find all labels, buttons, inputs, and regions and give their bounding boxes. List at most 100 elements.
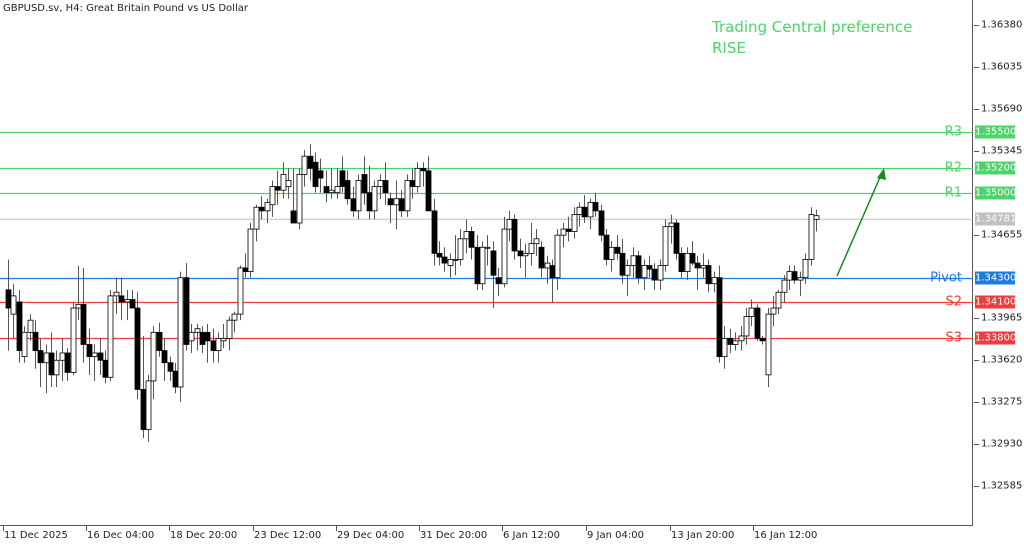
bull-candle <box>533 238 540 245</box>
bear-candle <box>592 201 599 212</box>
x-tick-mark <box>419 526 420 531</box>
bear-candle <box>274 186 281 191</box>
bear-candle <box>694 262 701 269</box>
bear-candle <box>468 231 475 248</box>
bear-candle <box>317 170 324 179</box>
bear-candle <box>614 246 621 254</box>
bull-candle <box>711 277 718 285</box>
bear-candle <box>16 301 23 351</box>
bear-candle <box>366 192 373 212</box>
bull-candle <box>802 259 809 279</box>
bull-candle <box>237 267 244 315</box>
bull-candle <box>150 331 157 382</box>
bear-candle <box>511 218 518 252</box>
bull-candle <box>506 218 513 230</box>
bear-candle <box>156 331 163 351</box>
bull-candle <box>544 262 551 269</box>
bull-candle <box>91 352 98 358</box>
candlestick-plot <box>0 131 973 442</box>
bear-candle <box>350 198 357 212</box>
bear-candle <box>538 246 545 269</box>
x-tick-label: 11 Dec 2025 <box>4 530 68 541</box>
bear-candle <box>409 180 416 187</box>
bull-candle <box>296 174 303 224</box>
x-tick-label: 23 Dec 12:00 <box>254 530 322 541</box>
bear-candle <box>565 228 572 232</box>
bull-candle <box>124 299 131 303</box>
x-tick-label: 16 Dec 04:00 <box>87 530 155 541</box>
bull-candle <box>10 295 17 315</box>
y-tick-mark <box>974 444 979 446</box>
chart-title: GBPUSD.sv, H4: Great Britain Pound vs US… <box>3 3 248 14</box>
bull-candle <box>355 180 362 212</box>
bull-candle <box>177 277 184 388</box>
bull-candle <box>786 271 793 281</box>
bull-candle <box>21 331 28 358</box>
bull-candle <box>587 201 594 218</box>
bear-candle <box>140 389 147 430</box>
bear-candle <box>48 352 55 376</box>
bear-candle <box>425 170 432 212</box>
price-badge-r1: 1.35000 <box>975 186 1017 200</box>
bear-candle <box>603 234 610 260</box>
x-tick-mark <box>502 526 503 531</box>
bull-candle <box>743 316 750 337</box>
bear-candle <box>80 303 87 345</box>
bull-candle <box>393 198 400 206</box>
bear-candle <box>651 268 658 281</box>
bull-candle <box>188 331 195 342</box>
bull-candle <box>700 265 707 269</box>
y-tick-mark <box>974 486 979 487</box>
bull-candle <box>53 359 60 376</box>
bear-candle <box>705 265 712 285</box>
bull-candle <box>813 215 820 220</box>
current-price-badge: 1.34781 <box>975 212 1017 226</box>
bear-candle <box>581 206 588 218</box>
bear-candle <box>678 252 685 272</box>
bear-candle <box>382 180 389 194</box>
plot-area[interactable]: GBPUSD.sv, H4: Great Britain Pound vs US… <box>0 0 973 526</box>
bear-candle <box>86 344 93 358</box>
bull-candle <box>285 180 292 187</box>
x-tick-label: 29 Dec 04:00 <box>337 530 405 541</box>
preference-direction: RISE <box>712 39 746 57</box>
bull-candle <box>571 214 578 232</box>
bull-candle <box>662 226 669 266</box>
y-tick-mark <box>974 234 979 236</box>
bear-candle <box>258 206 265 212</box>
bull-candle <box>264 201 271 212</box>
bear-candle <box>759 338 766 342</box>
preference-label: Trading Central preference <box>712 18 913 36</box>
bear-candle <box>5 289 12 309</box>
bull-candle <box>781 279 788 293</box>
bear-candle <box>210 340 217 351</box>
bull-candle <box>328 189 335 194</box>
bear-candle <box>118 295 125 303</box>
rise-arrow-shaft <box>836 174 882 277</box>
y-tick-mark <box>974 25 979 26</box>
bear-candle <box>598 210 605 236</box>
bear-candle <box>37 350 44 364</box>
bull-candle <box>194 328 201 333</box>
y-tick-label: 1.35690 <box>981 103 1023 115</box>
bear-candle <box>689 252 696 264</box>
bull-candle <box>107 295 114 378</box>
price-badge-s2: 1.34100 <box>975 295 1017 309</box>
price-badge-r2: 1.35200 <box>975 161 1017 175</box>
y-tick-label: 1.36380 <box>981 19 1023 31</box>
x-tick-mark <box>670 526 671 531</box>
bull-candle <box>770 307 777 315</box>
bull-candle <box>75 303 82 309</box>
bull-candle <box>220 338 227 342</box>
bear-candle <box>431 210 438 254</box>
bull-candle <box>608 246 615 260</box>
bull-candle <box>226 319 233 339</box>
y-tick-label: 1.36035 <box>981 61 1023 73</box>
bull-candle <box>522 252 529 257</box>
y-tick-mark <box>974 318 979 320</box>
bear-candle <box>199 331 206 345</box>
bear-candle <box>134 307 141 390</box>
bear-candle <box>387 198 394 206</box>
bull-candle <box>657 265 664 281</box>
bull-candle <box>808 214 815 260</box>
